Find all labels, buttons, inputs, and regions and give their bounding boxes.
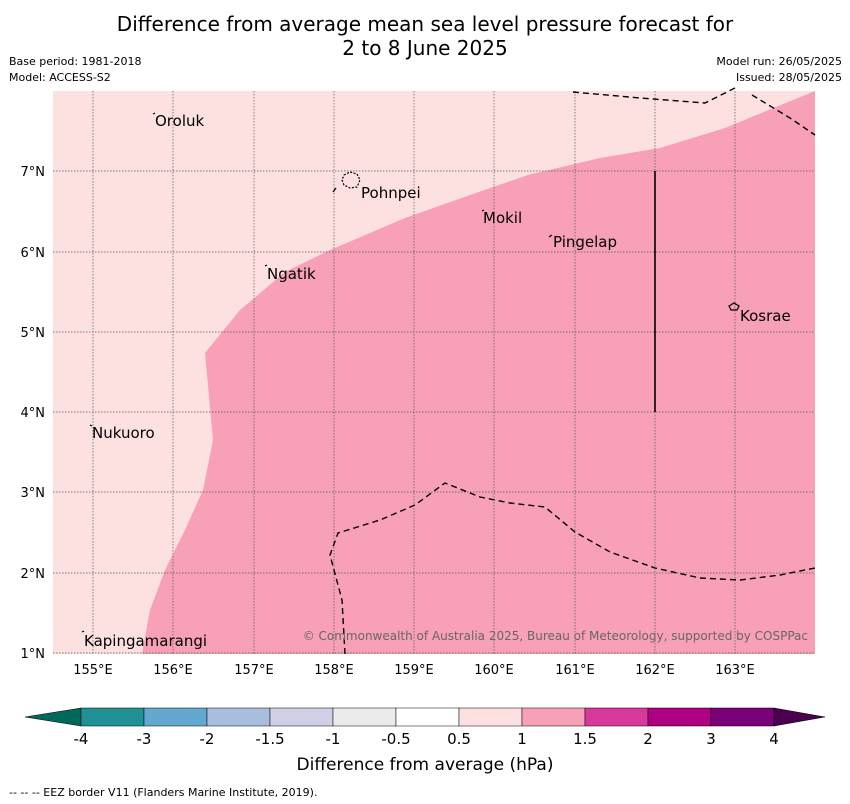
colorbar: [24, 707, 826, 727]
oroluk-marker: [152, 112, 156, 115]
label-nukuoro: Nukuoro: [92, 424, 155, 442]
ngatik-marker: [264, 264, 268, 267]
eez-footnote: -- -- -- EEZ border V11 (Flanders Marine…: [9, 786, 318, 799]
lat-tick: 7°N: [21, 165, 46, 180]
lon-tick: 155°E: [73, 663, 113, 678]
kapinga-marker: [81, 630, 85, 633]
lat-tick: 6°N: [21, 246, 46, 261]
islands: [81, 112, 740, 633]
place-labels: Oroluk Pohnpei Mokil Pingelap Ngatik Kos…: [84, 112, 791, 650]
colorbar-segment: [710, 707, 775, 727]
eez-border-pohnpei-seg: [332, 187, 337, 193]
lon-tick: 157°E: [234, 663, 274, 678]
pingelap-marker: [548, 234, 553, 238]
colorbar-tick-label: -2: [199, 730, 215, 748]
colorbar-segment: [521, 707, 586, 727]
meta-right: Model run: 26/05/2025 Issued: 28/05/2025: [716, 54, 842, 86]
colorbar-title: Difference from average (hPa): [296, 755, 554, 775]
colorbar-segment: [206, 707, 271, 727]
eez-border-north: [572, 87, 736, 104]
copyright-notice: © Commonwealth of Australia 2025, Bureau…: [303, 629, 808, 643]
lon-axis-labels: 155°E 156°E 157°E 158°E 159°E 160°E 161°…: [73, 663, 755, 678]
label-oroluk: Oroluk: [155, 112, 204, 130]
colorbar-tick-label: 0.5: [447, 730, 471, 748]
model-name: Model: ACCESS-S2: [9, 71, 111, 84]
lon-tick: 161°E: [555, 663, 595, 678]
title-line-2: 2 to 8 June 2025: [342, 36, 508, 60]
colorbar-segment: [647, 707, 712, 727]
map-title: Difference from average mean sea level p…: [0, 12, 850, 60]
label-ngatik: Ngatik: [267, 265, 316, 283]
lon-tick: 156°E: [153, 663, 193, 678]
base-period: Base period: 1981-2018: [9, 55, 142, 68]
mokil-marker: [481, 209, 485, 212]
lon-tick: 159°E: [394, 663, 434, 678]
lat-tick: 2°N: [21, 567, 46, 582]
label-kapingamarangi: Kapingamarangi: [84, 632, 207, 650]
positive-anomaly-band: [142, 91, 815, 654]
colorbar-tick-label: -1.5: [255, 730, 285, 748]
lat-tick: 1°N: [21, 647, 46, 662]
lat-tick: 3°N: [21, 486, 46, 501]
title-line-1: Difference from average mean sea level p…: [116, 12, 734, 36]
lon-tick: 160°E: [474, 663, 514, 678]
colorbar-segment: [584, 707, 649, 727]
colorbar-tick-label: 4: [769, 730, 779, 748]
colorbar-tick-label: 2: [643, 730, 653, 748]
label-pingelap: Pingelap: [553, 233, 617, 251]
colorbar-segment: [143, 707, 208, 727]
eez-borders: [329, 87, 816, 655]
lon-tick: 162°E: [635, 663, 675, 678]
colorbar-tick-label: -0.5: [381, 730, 411, 748]
colorbar-tick-label: -1: [325, 730, 341, 748]
colorbar-tick-label: 1: [517, 730, 527, 748]
colorbar-tick-label: 1.5: [573, 730, 597, 748]
colorbar-tick-label: -4: [73, 730, 89, 748]
colorbar-extend-high: [773, 707, 826, 727]
pohnpei-island: [341, 171, 361, 189]
eez-border-northeast: [751, 94, 816, 136]
label-kosrae: Kosrae: [740, 307, 791, 325]
label-mokil: Mokil: [483, 209, 522, 227]
issued-date: Issued: 28/05/2025: [735, 71, 842, 84]
colorbar-extend-low: [24, 707, 82, 727]
colorbar-segment: [269, 707, 334, 727]
colorbar-segment: [80, 707, 145, 727]
meta-left: Base period: 1981-2018 Model: ACCESS-S2: [9, 54, 141, 86]
kosrae-island: [728, 302, 740, 311]
model-run: Model run: 26/05/2025: [716, 55, 842, 68]
lat-axis-labels: 7°N 6°N 5°N 4°N 3°N 2°N 1°N: [21, 165, 46, 662]
label-pohnpei: Pohnpei: [361, 184, 421, 202]
colorbar-segment: [395, 707, 460, 727]
lon-tick: 158°E: [314, 663, 354, 678]
colorbar-segment: [458, 707, 523, 727]
colorbar-segment: [332, 707, 397, 727]
lat-tick: 5°N: [21, 326, 46, 341]
lon-tick: 163°E: [715, 663, 755, 678]
colorbar-tick-label: 3: [706, 730, 716, 748]
nukuoro-marker: [89, 424, 93, 427]
map-area: Oroluk Pohnpei Mokil Pingelap Ngatik Kos…: [53, 87, 816, 655]
colorbar-tick-label: -3: [136, 730, 152, 748]
lat-tick: 4°N: [21, 406, 46, 421]
eez-border-south: [329, 482, 816, 655]
